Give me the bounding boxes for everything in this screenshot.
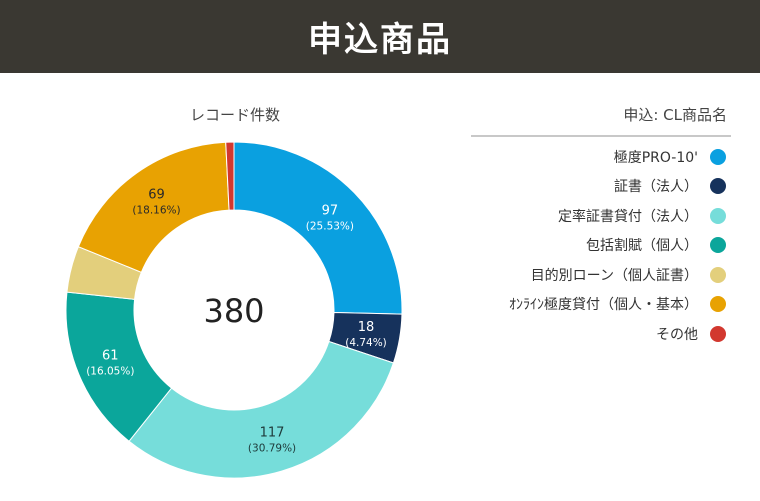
legend-label: その他: [656, 326, 698, 343]
legend-swatch-icon: [710, 266, 726, 283]
legend-swatch-icon: [710, 325, 726, 342]
slice-percent-label: (25.53%): [306, 220, 354, 232]
legend-item[interactable]: 極度PRO-10': [471, 142, 731, 172]
donut-slice[interactable]: [128, 340, 395, 479]
legend-swatch-icon: [710, 296, 726, 313]
slice-value-label: 61: [102, 349, 119, 364]
legend-swatch-icon: [710, 237, 726, 254]
legend-swatch-icon: [710, 178, 726, 195]
legend-item[interactable]: ｵﾝﾗｲﾝ極度貸付（個人・基本）: [471, 290, 731, 320]
legend-item[interactable]: 包括割賦（個人）: [471, 231, 731, 261]
legend-item[interactable]: 定率証書貸付（法人）: [471, 201, 731, 231]
legend-item[interactable]: 目的別ローン（個人証書）: [471, 260, 731, 290]
slice-value-label: 18: [358, 320, 375, 335]
donut-slice[interactable]: [233, 141, 403, 315]
total-count: 380: [203, 292, 264, 330]
donut-slice[interactable]: [225, 141, 235, 211]
slice-percent-label: (30.79%): [248, 442, 296, 454]
slice-value-label: 117: [260, 425, 285, 440]
slice-percent-label: (4.74%): [345, 337, 387, 349]
legend-label: 包括割賦（個人）: [586, 238, 698, 255]
legend-swatch-icon: [710, 148, 726, 165]
slice-percent-label: (16.05%): [86, 366, 134, 378]
slice-percent-label: (18.16%): [132, 205, 180, 217]
legend-label: 極度PRO-10': [613, 149, 698, 166]
legend-swatch-icon: [710, 207, 726, 224]
page-header: 申込商品: [0, 0, 760, 73]
legend-label: 目的別ローン（個人証書）: [530, 267, 698, 284]
legend-label: 定率証書貸付（法人）: [558, 208, 698, 225]
chart-legend: 申込: CL商品名 極度PRO-10' 証書（法人） 定率証書貸付（法人） 包括割賦（…: [471, 104, 731, 349]
legend-label: 証書（法人）: [614, 179, 698, 196]
slice-value-label: 97: [322, 203, 339, 218]
legend-item[interactable]: その他: [471, 319, 731, 349]
legend-label: ｵﾝﾗｲﾝ極度貸付（個人・基本）: [509, 297, 698, 314]
chart-title: レコード件数: [189, 106, 280, 124]
legend-title: 申込: CL商品名: [471, 104, 731, 137]
slice-value-label: 69: [148, 188, 165, 203]
legend-item[interactable]: 証書（法人）: [471, 172, 731, 202]
page-title: 申込商品: [308, 20, 452, 60]
